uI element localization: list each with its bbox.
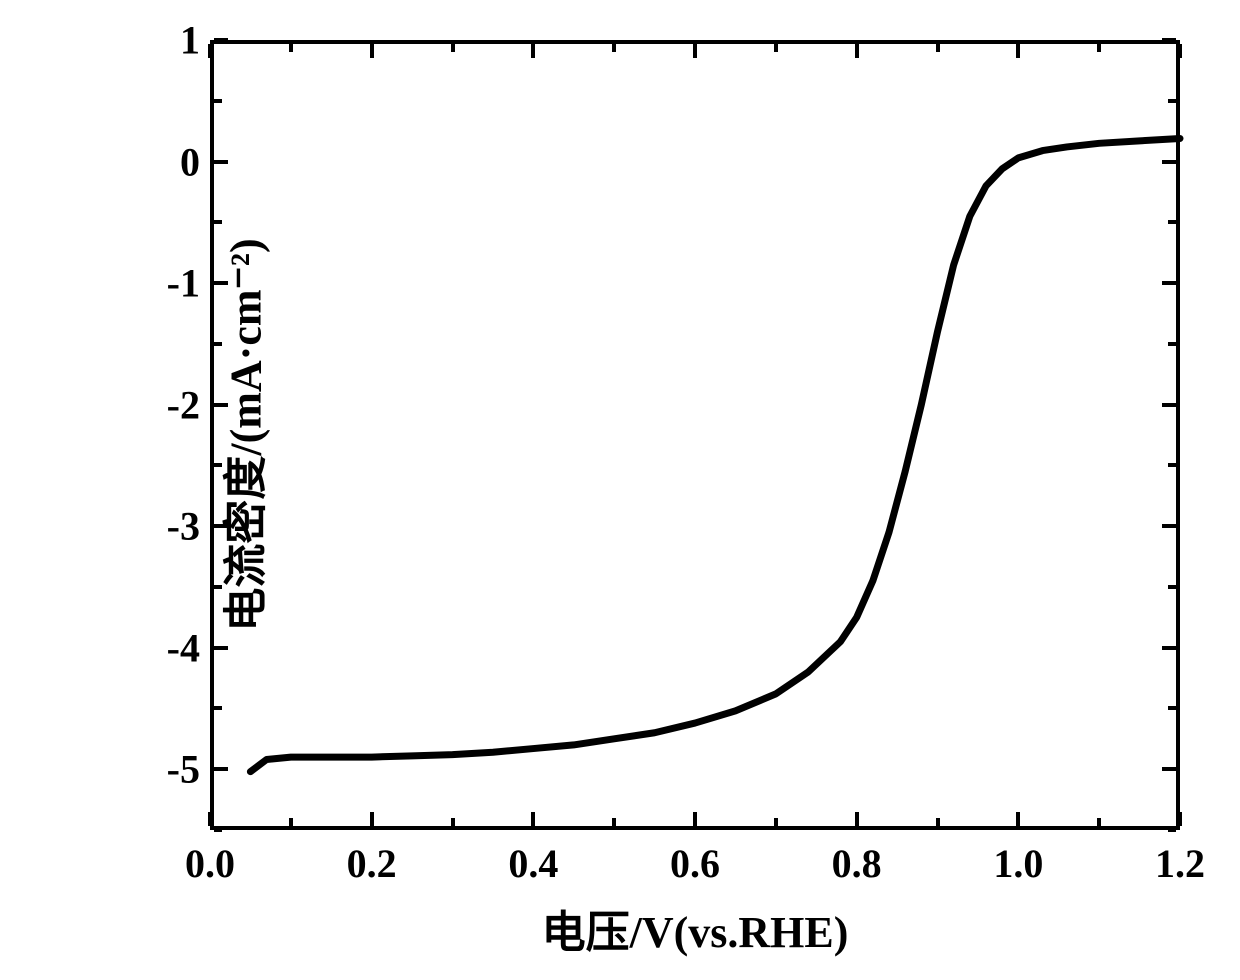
y-tick-major [1162,281,1176,285]
y-tick-label: -5 [150,746,200,793]
y-tick-minor [1168,342,1176,346]
y-tick-label: 0 [150,138,200,185]
x-tick-major [370,812,374,826]
x-tick-major [855,44,859,58]
x-tick-minor [936,818,940,826]
x-tick-major [208,812,212,826]
x-tick-minor [451,44,455,52]
x-tick-major [208,44,212,58]
y-tick-minor [1168,828,1176,832]
y-tick-minor [1168,706,1176,710]
y-tick-minor [1168,99,1176,103]
x-tick-minor [774,44,778,52]
x-tick-major [1016,44,1020,58]
y-tick-major [214,38,228,42]
x-tick-minor [612,818,616,826]
lsv-chart: 电流密度/(mA·cm⁻²) 电压/V(vs.RHE) 0.0 0.2 0.4 0.6… [0,0,1240,980]
x-tick-major [531,812,535,826]
y-tick-minor [1168,463,1176,467]
y-tick-label: -2 [150,381,200,428]
y-tick-major [1162,767,1176,771]
y-tick-label: 1 [150,17,200,64]
y-tick-major [1162,524,1176,528]
y-tick-label: -1 [150,260,200,307]
y-tick-major [1162,403,1176,407]
x-tick-label: 0.0 [185,840,235,887]
x-tick-label: 0.8 [832,840,882,887]
y-axis-label: 电流密度/(mA·cm⁻²) [210,238,274,631]
x-tick-minor [612,44,616,52]
x-tick-label: 1.0 [993,840,1043,887]
plot-area [210,40,1180,830]
x-tick-label: 0.4 [508,840,558,887]
y-tick-minor [214,220,222,224]
x-tick-minor [289,818,293,826]
y-tick-major [1162,646,1176,650]
y-tick-major [214,160,228,164]
x-tick-minor [289,44,293,52]
y-tick-major [214,646,228,650]
x-tick-major [855,812,859,826]
x-tick-major [693,44,697,58]
x-tick-major [370,44,374,58]
x-tick-minor [774,818,778,826]
x-tick-label: 0.2 [347,840,397,887]
x-tick-minor [1097,818,1101,826]
y-tick-major [214,767,228,771]
y-tick-minor [214,99,222,103]
x-tick-major [1178,44,1182,58]
x-tick-label: 0.6 [670,840,720,887]
axis-right [1176,40,1180,830]
x-tick-major [693,812,697,826]
y-tick-minor [214,706,222,710]
x-tick-major [1178,812,1182,826]
x-tick-major [531,44,535,58]
y-tick-minor [214,828,222,832]
x-tick-minor [936,44,940,52]
y-tick-major [1162,38,1176,42]
y-tick-label: -4 [150,624,200,671]
curve-layer [210,40,1180,830]
x-axis-label: 电压/V(vs.RHE) [542,896,849,960]
x-tick-minor [451,818,455,826]
axis-bottom [210,826,1180,830]
x-tick-major [1016,812,1020,826]
y-tick-major [1162,160,1176,164]
y-tick-label: -3 [150,503,200,550]
y-tick-minor [1168,220,1176,224]
x-tick-minor [1097,44,1101,52]
x-tick-label: 1.2 [1155,840,1205,887]
y-tick-minor [1168,585,1176,589]
current-density-curve [250,138,1180,771]
